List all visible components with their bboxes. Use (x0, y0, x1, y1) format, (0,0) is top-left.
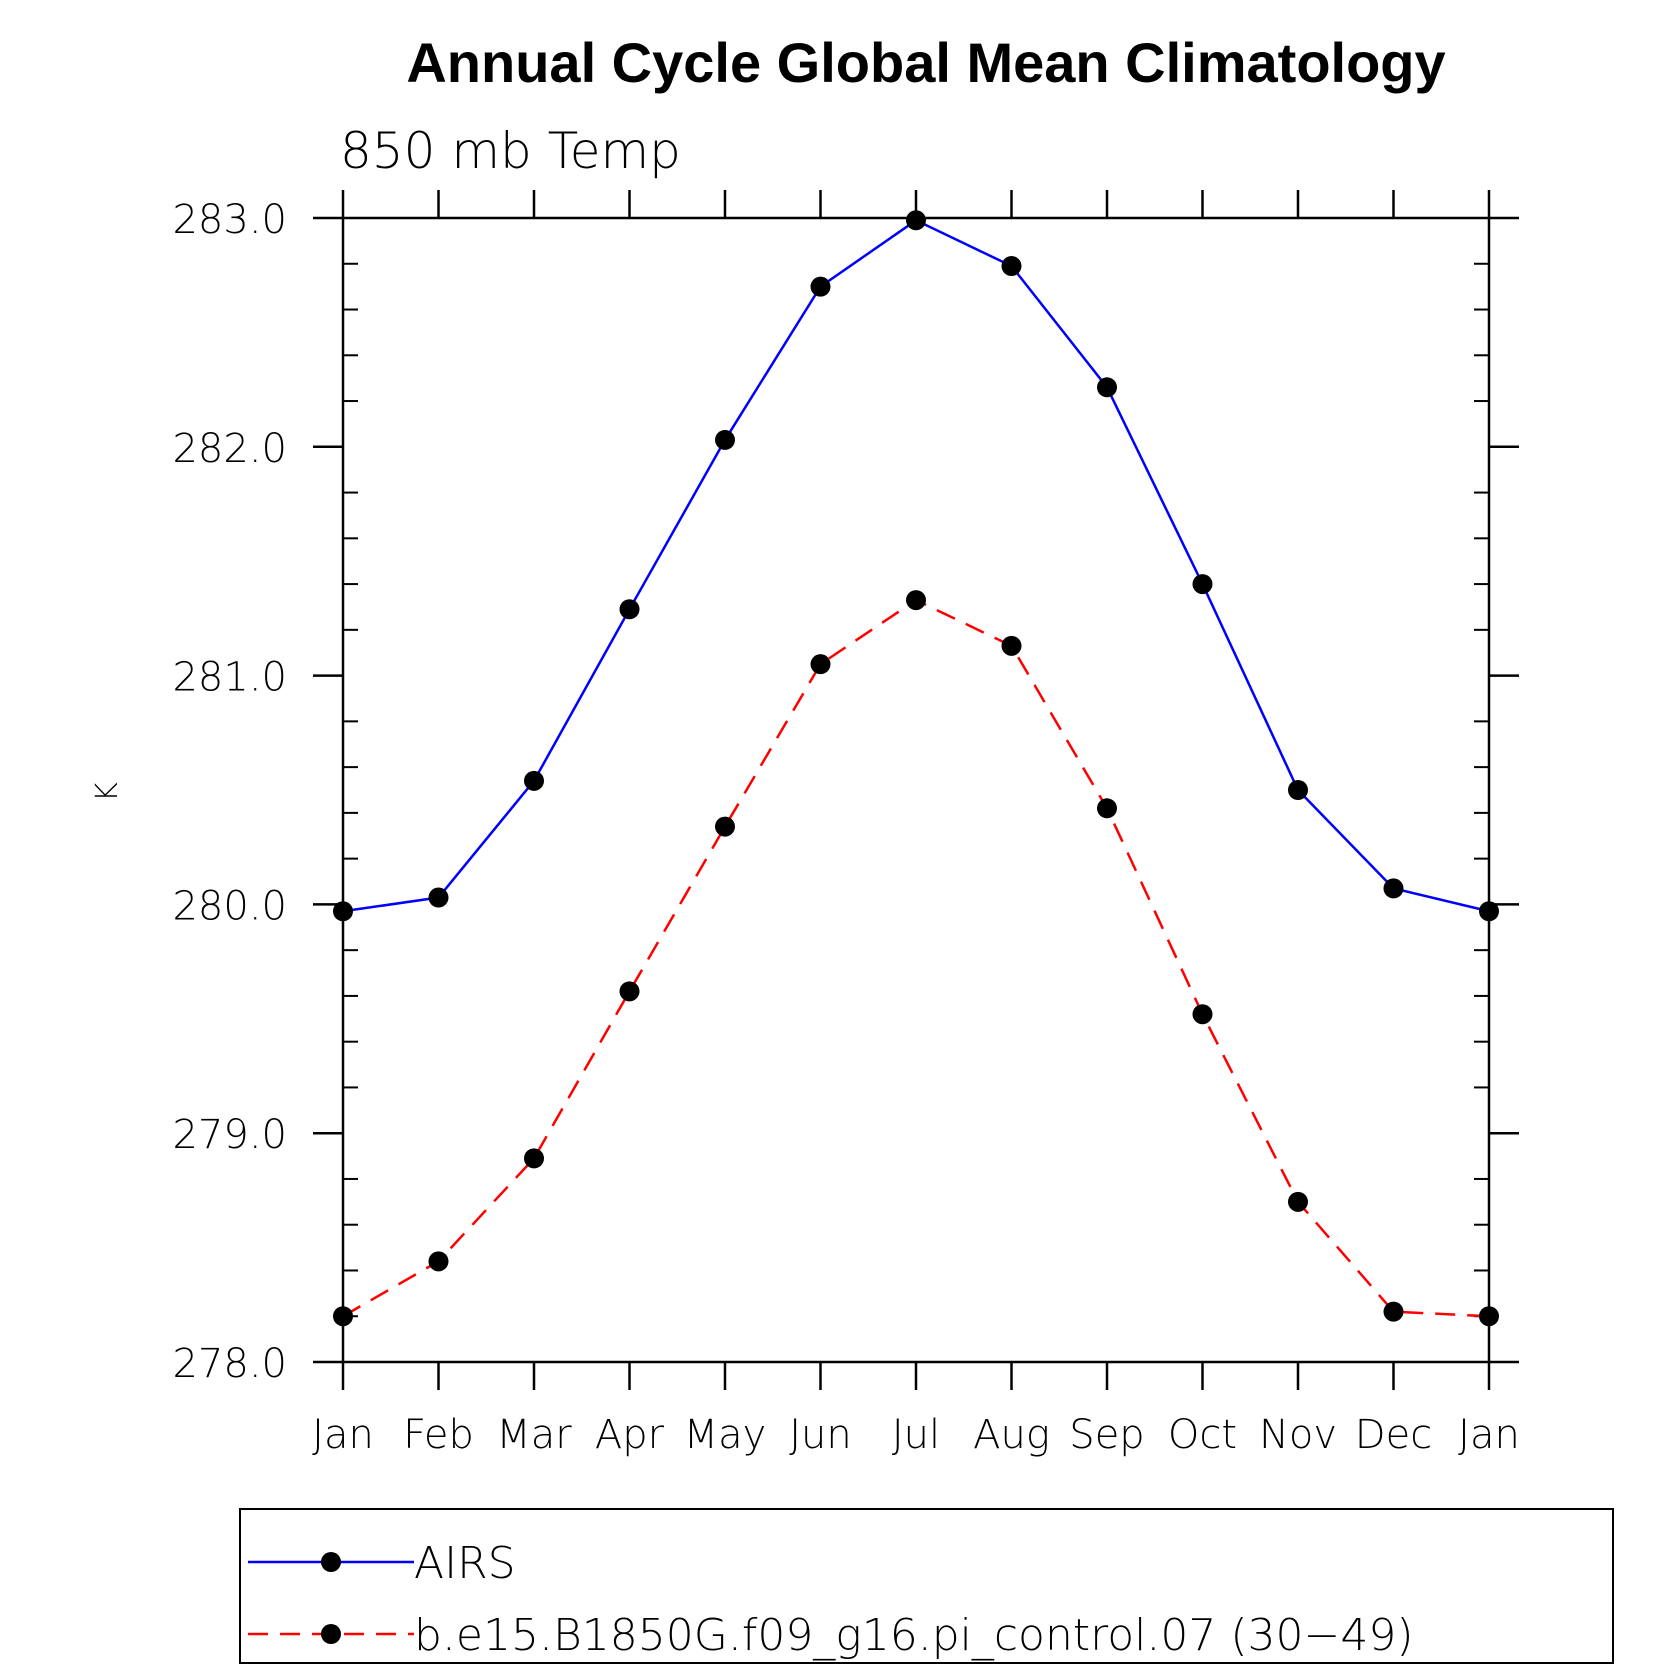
data-point (1383, 1301, 1404, 1322)
legend: AIRS b.e15.B1850G.f09_g16.pi_control.07 (… (239, 1508, 1614, 1664)
y-tick-label: 278.0 (172, 1341, 287, 1387)
x-tick-label: Mar (496, 1412, 572, 1458)
data-point (1288, 780, 1308, 800)
y-tick-label: 281.0 (172, 655, 287, 701)
data-point (1192, 1004, 1213, 1025)
y-tick-label: 280.0 (172, 883, 287, 929)
x-tick-label: Apr (595, 1412, 665, 1458)
data-point (1097, 377, 1117, 398)
data-point (1479, 1306, 1499, 1327)
data-point (1192, 574, 1213, 595)
data-point (619, 599, 640, 620)
x-tick-label: Jun (789, 1412, 852, 1458)
data-point (715, 429, 735, 450)
series-line (342, 598, 1490, 1318)
y-axis-label: K (90, 782, 125, 802)
x-tick-label: Aug (973, 1412, 1050, 1458)
data-point (524, 1148, 544, 1169)
x-tick-label: Feb (403, 1412, 474, 1458)
x-tick-label: Oct (1168, 1412, 1237, 1458)
legend-label: AIRS (414, 1538, 516, 1589)
data-point (906, 210, 926, 231)
data-point (810, 654, 831, 675)
series-airs (333, 210, 1499, 922)
data-point (333, 1306, 353, 1327)
data-point (906, 590, 926, 611)
legend-label: b.e15.B1850G.f09_g16.pi_control.07 (30−4… (414, 1610, 1414, 1661)
series-layer (333, 210, 1499, 1327)
x-tick-label: Dec (1355, 1412, 1432, 1458)
data-point (1001, 635, 1022, 656)
data-point (1097, 798, 1117, 819)
plot-frame (341, 216, 1491, 1364)
legend-marker (321, 1552, 341, 1572)
data-point (428, 887, 449, 908)
data-point (524, 770, 544, 791)
legend-box (239, 1508, 1614, 1664)
x-tick-label: Jan (312, 1412, 374, 1458)
data-point (619, 981, 640, 1002)
data-point (1479, 901, 1499, 922)
data-point (1288, 1191, 1308, 1212)
x-tick-label: Jan (1458, 1412, 1520, 1458)
chart-title: Annual Cycle Global Mean Climatology (406, 31, 1445, 94)
axes: Jan Feb Mar Apr May Jun Jul Aug Sep Oct Nov Dec Jan 2… (172, 190, 1520, 1458)
x-tick-label: Jul (892, 1412, 940, 1458)
series-line (342, 218, 1490, 913)
series-model (333, 590, 1499, 1327)
legend-marker (321, 1624, 341, 1644)
x-tick-label: Sep (1069, 1412, 1144, 1458)
data-point (333, 901, 353, 922)
data-point (1001, 256, 1022, 277)
y-tick-label: 283.0 (172, 197, 287, 243)
x-tick-label: May (684, 1412, 767, 1458)
data-point (715, 816, 735, 837)
chart-subtitle: 850 mb Temp (340, 122, 681, 180)
data-point (810, 276, 831, 297)
x-tick-label: Nov (1259, 1412, 1337, 1458)
data-point (428, 1251, 449, 1272)
y-tick-label: 282.0 (172, 426, 287, 472)
data-point (1383, 878, 1404, 899)
y-tick-label: 279.0 (172, 1112, 287, 1158)
